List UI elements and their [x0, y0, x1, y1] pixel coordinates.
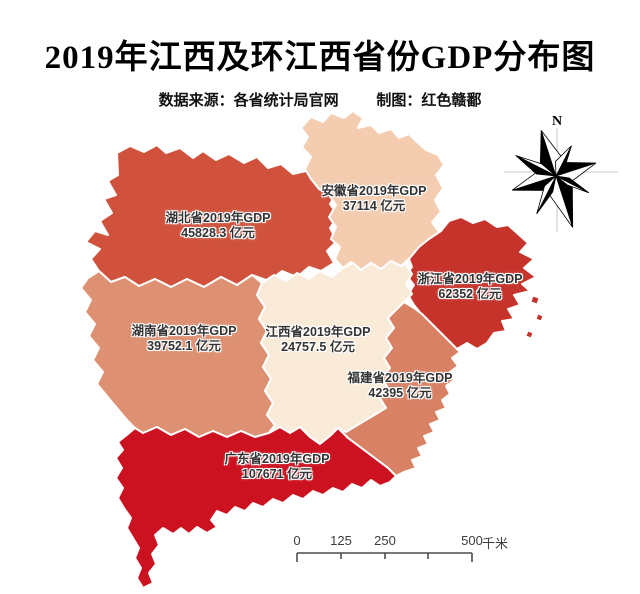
label-hubei: 湖北省2019年GDP 45828.3 亿元 [133, 211, 303, 241]
label-hunan: 湖南省2019年GDP 39752.1 亿元 [99, 324, 269, 354]
page-title: 2019年江西及环江西省份GDP分布图 [44, 40, 596, 76]
compass-north-label: N [551, 114, 563, 129]
scale-tick-500: 500 [461, 533, 483, 548]
scale-bar [296, 552, 473, 562]
province-fujian [337, 301, 461, 477]
scale-tick-250: 250 [374, 533, 396, 548]
label-hubei-line1: 湖北省2019年GDP [165, 211, 271, 225]
label-anhui-line2: 37114 亿元 [342, 199, 406, 213]
compass-rose [504, 128, 618, 232]
label-guangdong: 广东省2019年GDP 107671 亿元 [192, 452, 362, 482]
island [525, 295, 544, 339]
label-fujian-line2: 42395 亿元 [368, 386, 432, 400]
label-anhui-line1: 安徽省2019年GDP [321, 184, 427, 198]
label-anhui: 安徽省2019年GDP 37114 亿元 [289, 184, 459, 214]
label-hubei-line2: 45828.3 亿元 [181, 226, 255, 240]
scale-unit-label: 千米 [482, 536, 509, 551]
label-zhejiang-line1: 浙江省2019年GDP [417, 272, 523, 286]
label-fujian: 福建省2019年GDP 42395 亿元 [315, 371, 485, 401]
label-guangdong-line1: 广东省2019年GDP [224, 452, 330, 466]
province-hubei [85, 144, 339, 288]
label-fujian-line1: 福建省2019年GDP [347, 371, 453, 385]
scale-tick-0: 0 [293, 533, 301, 548]
subtitle: 数据来源：各省统计局官网 制图：红色赣鄱 [0, 89, 640, 110]
label-guangdong-line2: 107671 亿元 [241, 467, 313, 481]
label-jiangxi-line1: 江西省2019年GDP [265, 325, 371, 339]
label-hunan-line1: 湖南省2019年GDP [131, 324, 237, 338]
label-jiangxi: 江西省2019年GDP 24757.5 亿元 [233, 325, 403, 355]
credit-label: 制图：红色赣鄱 [376, 93, 482, 109]
label-hunan-line2: 39752.1 亿元 [147, 339, 221, 353]
data-source-label: 数据来源：各省统计局官网 [158, 93, 339, 109]
label-jiangxi-line2: 24757.5 亿元 [281, 340, 355, 354]
scale-tick-125: 125 [330, 533, 352, 548]
label-zhejiang-line2: 62352 亿元 [438, 287, 502, 301]
province-guangdong [115, 426, 397, 589]
label-zhejiang: 浙江省2019年GDP 62352 亿元 [385, 272, 555, 302]
